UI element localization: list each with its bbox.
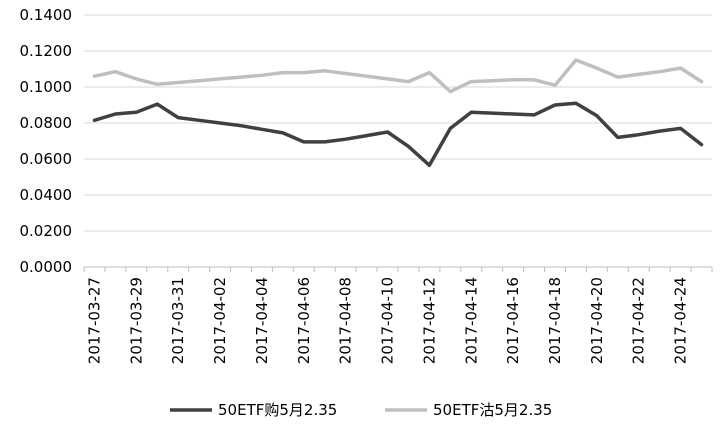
y-tick-label: 0.1200	[20, 42, 73, 60]
legend: 50ETF购5月2.35 50ETF沽5月2.35	[170, 401, 552, 419]
x-tick-label: 2017-03-31	[169, 277, 187, 364]
x-tick-label: 2017-04-20	[588, 277, 606, 364]
x-tick-label: 2017-04-10	[379, 277, 397, 364]
x-tick-label: 2017-04-16	[504, 277, 522, 364]
x-tick-label: 2017-04-24	[672, 277, 690, 364]
series-lines	[92, 58, 704, 168]
x-tick-label: 2017-04-02	[211, 277, 229, 364]
y-tick-label: 0.1000	[20, 78, 73, 96]
y-tick-label: 0.0800	[20, 114, 73, 132]
x-tick-label: 2017-03-27	[85, 277, 103, 364]
y-tick-label: 0.0400	[20, 186, 73, 204]
x-tick-label: 2017-03-29	[127, 277, 145, 364]
x-axis-ticks: 2017-03-27 2017-03-29 2017-03-31 2017-04-02…	[83, 267, 713, 364]
y-tick-label: 0.0600	[20, 150, 73, 168]
series-line-2	[92, 58, 704, 94]
gridlines	[84, 14, 712, 232]
y-axis-ticks: 0.0000 0.0200 0.0400 0.0600 0.0800 0.1000 0.12…	[20, 6, 73, 276]
series-line-1	[92, 101, 704, 168]
legend-label-series-2: 50ETF沽5月2.35	[433, 401, 552, 419]
x-tick-label: 2017-04-04	[253, 277, 271, 364]
x-tick-label: 2017-04-14	[462, 277, 480, 364]
x-tick-label: 2017-04-06	[295, 277, 313, 364]
y-tick-label: 0.1400	[20, 6, 73, 24]
x-tick-label: 2017-04-18	[546, 277, 564, 364]
legend-label-series-1: 50ETF购5月2.35	[218, 401, 337, 419]
y-tick-label: 0.0200	[20, 222, 73, 240]
x-tick-label: 2017-04-12	[420, 277, 438, 364]
x-tick-label: 2017-04-22	[630, 277, 648, 364]
x-tick-label: 2017-04-08	[337, 277, 355, 364]
y-tick-label: 0.0000	[20, 258, 73, 276]
